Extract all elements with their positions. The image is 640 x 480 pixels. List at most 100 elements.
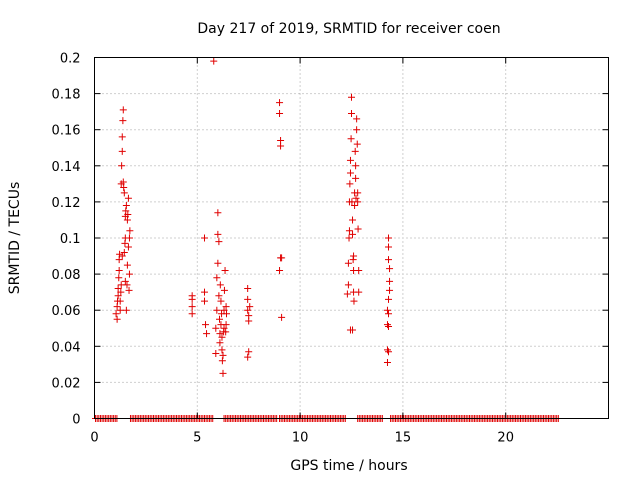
data-point (213, 274, 221, 282)
data-point (222, 321, 230, 329)
data-point (385, 348, 393, 356)
data-point (386, 277, 394, 285)
data-point (122, 207, 130, 215)
data-point (385, 256, 393, 264)
y-tick-label: 0.02 (52, 376, 81, 391)
data-point (351, 202, 359, 210)
y-tick-label: 0 (72, 413, 80, 428)
x-tick-label: 10 (292, 431, 309, 446)
y-tick-label: 0.2 (60, 52, 81, 67)
data-point (217, 297, 225, 305)
data-point (121, 277, 129, 285)
data-point (212, 324, 220, 332)
data-point (244, 306, 252, 314)
data-point (349, 216, 357, 224)
y-tick-label: 0.08 (52, 268, 81, 283)
data-point (212, 350, 220, 358)
data-point (276, 109, 284, 117)
x-axis-label: GPS time / hours (290, 458, 407, 474)
data-point (278, 254, 286, 262)
data-point (112, 310, 120, 318)
data-point (244, 295, 252, 303)
data-point (124, 211, 132, 219)
data-series (112, 57, 394, 377)
data-point (220, 286, 228, 294)
data-point (118, 147, 126, 155)
data-point (276, 99, 284, 107)
data-point (345, 234, 353, 242)
data-point (385, 234, 393, 242)
x-tick-label: 15 (395, 431, 412, 446)
y-axis-label: SRMTID / TECUs (7, 182, 23, 295)
data-point (352, 162, 360, 170)
data-point (344, 259, 352, 267)
data-point (220, 324, 228, 332)
data-point (188, 303, 196, 311)
data-point (215, 238, 223, 246)
data-point (188, 310, 196, 318)
data-point (200, 297, 208, 305)
data-point (203, 330, 211, 338)
x-tick-label: 5 (193, 431, 201, 446)
axis-ticks (94, 57, 609, 419)
data-point (352, 174, 360, 182)
data-point (246, 303, 254, 311)
y-tick-label: 0.16 (52, 124, 81, 139)
data-point (343, 290, 351, 298)
data-point (386, 286, 394, 294)
data-point (120, 183, 128, 191)
data-point (214, 259, 222, 267)
data-point (125, 234, 133, 242)
data-point (383, 306, 391, 314)
data-point (126, 227, 134, 235)
data-point (210, 57, 218, 65)
data-point (115, 266, 123, 274)
data-point (383, 359, 391, 367)
data-point (245, 317, 253, 325)
data-point (346, 156, 354, 164)
data-point (386, 265, 394, 273)
data-point (276, 266, 284, 274)
data-point (125, 286, 133, 294)
data-point (215, 292, 223, 300)
data-point (113, 315, 121, 323)
data-point (349, 326, 357, 334)
data-point (214, 230, 222, 238)
data-point (277, 142, 285, 150)
data-point (222, 328, 230, 336)
data-point (216, 330, 224, 338)
data-point (188, 295, 196, 303)
data-point (383, 346, 391, 354)
data-point (120, 248, 128, 256)
data-point (119, 117, 127, 125)
data-point (244, 353, 252, 361)
data-point (348, 109, 355, 117)
data-point (122, 202, 130, 210)
data-point (347, 135, 355, 143)
y-tick-label: 0.18 (52, 88, 81, 103)
data-point (350, 252, 358, 260)
data-point (218, 333, 226, 341)
grid (94, 57, 609, 419)
data-point (353, 140, 361, 148)
data-point (120, 189, 128, 197)
data-point (200, 234, 208, 242)
data-point (123, 281, 131, 289)
x-tick-label: 0 (90, 431, 98, 446)
data-point (214, 209, 222, 217)
data-point (355, 266, 363, 274)
chart-title: Day 217 of 2019, SRMTID for receiver coe… (197, 21, 500, 37)
data-point (354, 225, 362, 233)
data-point (385, 322, 393, 330)
data-point (219, 369, 227, 377)
data-point (346, 169, 354, 177)
data-point (278, 313, 286, 321)
data-point (116, 297, 124, 305)
data-point (218, 346, 226, 354)
data-point (222, 303, 230, 311)
data-point (200, 288, 208, 296)
data-point (216, 339, 224, 347)
data-point (124, 243, 132, 251)
data-point (118, 252, 126, 260)
data-point (216, 281, 224, 289)
